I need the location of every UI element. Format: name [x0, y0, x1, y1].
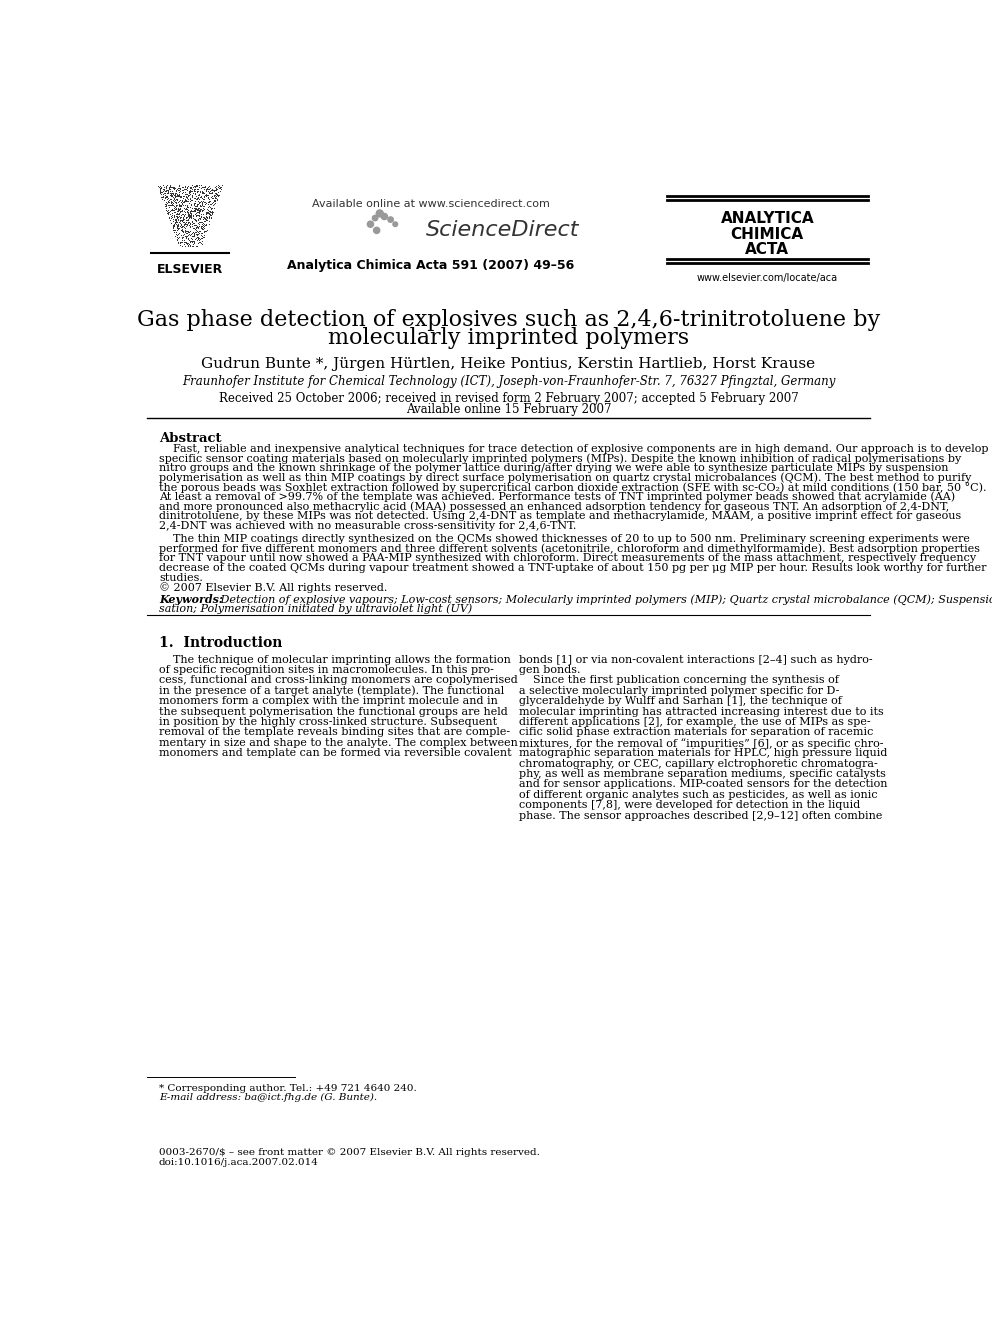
Text: studies.: studies.	[159, 573, 202, 582]
Circle shape	[367, 221, 374, 228]
Text: dinitrotoluene, by these MIPs was not detected. Using 2,4-DNT as template and me: dinitrotoluene, by these MIPs was not de…	[159, 511, 961, 521]
Text: chromatography, or CEC, capillary elctrophoretic chromatogra-: chromatography, or CEC, capillary elctro…	[519, 758, 878, 769]
Text: Detection of explosive vapours; Low-cost sensors; Molecularly imprinted polymers: Detection of explosive vapours; Low-cost…	[217, 594, 992, 605]
Text: for TNT vapour until now showed a PAA-MIP synthesized with chloroform. Direct me: for TNT vapour until now showed a PAA-MI…	[159, 553, 976, 564]
Text: performed for five different monomers and three different solvents (acetonitrile: performed for five different monomers an…	[159, 544, 980, 554]
Text: monomers and template can be formed via reversible covalent: monomers and template can be formed via …	[159, 749, 512, 758]
Text: Available online 15 February 2007: Available online 15 February 2007	[406, 402, 611, 415]
Text: nitro groups and the known shrinkage of the polymer lattice during/after drying : nitro groups and the known shrinkage of …	[159, 463, 948, 472]
Text: and for sensor applications. MIP-coated sensors for the detection: and for sensor applications. MIP-coated …	[519, 779, 888, 790]
Text: phy, as well as membrane separation mediums, specific catalysts: phy, as well as membrane separation medi…	[519, 769, 886, 779]
Circle shape	[372, 216, 378, 221]
Text: ACTA: ACTA	[745, 242, 790, 257]
Text: Keywords:: Keywords:	[159, 594, 227, 605]
Text: Fraunhofer Institute for Chemical Technology (ICT), Joseph-von-Fraunhofer-Str. 7: Fraunhofer Institute for Chemical Techno…	[182, 376, 835, 388]
Text: decrease of the coated QCMs during vapour treatment showed a TNT-uptake of about: decrease of the coated QCMs during vapou…	[159, 564, 986, 573]
Text: mentary in size and shape to the analyte. The complex between: mentary in size and shape to the analyte…	[159, 738, 518, 747]
Text: ANALYTICA: ANALYTICA	[720, 212, 814, 226]
Circle shape	[376, 210, 383, 217]
Circle shape	[374, 228, 380, 233]
Text: in position by the highly cross-linked structure. Subsequent: in position by the highly cross-linked s…	[159, 717, 497, 728]
Text: molecularly imprinted polymers: molecularly imprinted polymers	[327, 327, 689, 349]
Text: bonds [1] or via non-covalent interactions [2–4] such as hydro-: bonds [1] or via non-covalent interactio…	[519, 655, 873, 664]
Text: the subsequent polymerisation the functional groups are held: the subsequent polymerisation the functi…	[159, 706, 508, 717]
Text: monomers form a complex with the imprint molecule and in: monomers form a complex with the imprint…	[159, 696, 498, 706]
Text: removal of the template reveals binding sites that are comple-: removal of the template reveals binding …	[159, 728, 510, 737]
Text: components [7,8], were developed for detection in the liquid: components [7,8], were developed for det…	[519, 800, 860, 810]
Text: Gas phase detection of explosives such as 2,4,6-trinitrotoluene by: Gas phase detection of explosives such a…	[137, 308, 880, 331]
Text: polymerisation as well as thin MIP coatings by direct surface polymerisation on : polymerisation as well as thin MIP coati…	[159, 472, 971, 483]
Text: ELSEVIER: ELSEVIER	[157, 263, 223, 275]
Text: CHIMICA: CHIMICA	[731, 226, 804, 242]
Text: Since the first publication concerning the synthesis of: Since the first publication concerning t…	[519, 676, 839, 685]
Circle shape	[388, 217, 393, 222]
Text: www.elsevier.com/locate/aca: www.elsevier.com/locate/aca	[696, 273, 838, 283]
Text: glyceraldehyde by Wulff and Sarhan [1], the technique of: glyceraldehyde by Wulff and Sarhan [1], …	[519, 696, 842, 706]
Text: At least a removal of >99.7% of the template was achieved. Performance tests of : At least a removal of >99.7% of the temp…	[159, 492, 955, 503]
Text: the porous beads was Soxhlet extraction followed by supercritical carbon dioxide: the porous beads was Soxhlet extraction …	[159, 482, 986, 493]
Text: sation; Polymerisation initiated by ultraviolet light (UV): sation; Polymerisation initiated by ultr…	[159, 603, 472, 614]
Circle shape	[381, 213, 388, 220]
Text: doi:10.1016/j.aca.2007.02.014: doi:10.1016/j.aca.2007.02.014	[159, 1158, 318, 1167]
Text: E-mail address: ba@ict.fhg.de (G. Bunte).: E-mail address: ba@ict.fhg.de (G. Bunte)…	[159, 1093, 377, 1102]
Text: phase. The sensor approaches described [2,9–12] often combine: phase. The sensor approaches described […	[519, 811, 883, 820]
Text: matographic separation materials for HPLC, high pressure liquid: matographic separation materials for HPL…	[519, 749, 888, 758]
Text: molecular imprinting has attracted increasing interest due to its: molecular imprinting has attracted incre…	[519, 706, 884, 717]
Text: of different organic analytes such as pesticides, as well as ionic: of different organic analytes such as pe…	[519, 790, 878, 800]
Text: cess, functional and cross-linking monomers are copolymerised: cess, functional and cross-linking monom…	[159, 676, 518, 685]
Text: The thin MIP coatings directly synthesized on the QCMs showed thicknesses of 20 : The thin MIP coatings directly synthesiz…	[159, 534, 970, 544]
Text: © 2007 Elsevier B.V. All rights reserved.: © 2007 Elsevier B.V. All rights reserved…	[159, 582, 387, 593]
Text: Analytica Chimica Acta 591 (2007) 49–56: Analytica Chimica Acta 591 (2007) 49–56	[288, 259, 574, 271]
Text: in the presence of a target analyte (template). The functional: in the presence of a target analyte (tem…	[159, 685, 504, 696]
Text: Gudrun Bunte *, Jürgen Hürtlen, Heike Pontius, Kerstin Hartlieb, Horst Krause: Gudrun Bunte *, Jürgen Hürtlen, Heike Po…	[201, 357, 815, 370]
Circle shape	[393, 222, 398, 226]
Text: cific solid phase extraction materials for separation of racemic: cific solid phase extraction materials f…	[519, 728, 874, 737]
Text: ScienceDirect: ScienceDirect	[427, 221, 579, 241]
Text: Abstract: Abstract	[159, 433, 221, 445]
Text: The technique of molecular imprinting allows the formation: The technique of molecular imprinting al…	[159, 655, 511, 664]
Text: a selective molecularly imprinted polymer specific for D-: a selective molecularly imprinted polyme…	[519, 685, 839, 696]
Text: and more pronounced also methacrylic acid (MAA) possessed an enhanced adsorption: and more pronounced also methacrylic aci…	[159, 501, 949, 512]
Text: of specific recognition sites in macromolecules. In this pro-: of specific recognition sites in macromo…	[159, 665, 494, 675]
Text: 1.  Introduction: 1. Introduction	[159, 636, 283, 650]
Text: specific sensor coating materials based on molecularly imprinted polymers (MIPs): specific sensor coating materials based …	[159, 454, 961, 464]
Text: Available online at www.sciencedirect.com: Available online at www.sciencedirect.co…	[311, 198, 550, 209]
Text: 2,4-DNT was achieved with no measurable cross-sensitivity for 2,4,6-TNT.: 2,4-DNT was achieved with no measurable …	[159, 521, 576, 531]
Text: 0003-2670/$ – see front matter © 2007 Elsevier B.V. All rights reserved.: 0003-2670/$ – see front matter © 2007 El…	[159, 1148, 540, 1158]
Text: different applications [2], for example, the use of MIPs as spe-: different applications [2], for example,…	[519, 717, 871, 728]
Text: mixtures, for the removal of “impurities” [6], or as specific chro-: mixtures, for the removal of “impurities…	[519, 738, 884, 749]
Text: * Corresponding author. Tel.: +49 721 4640 240.: * Corresponding author. Tel.: +49 721 46…	[159, 1084, 417, 1093]
Text: Received 25 October 2006; received in revised form 2 February 2007; accepted 5 F: Received 25 October 2006; received in re…	[218, 392, 799, 405]
Text: Fast, reliable and inexpensive analytical techniques for trace detection of expl: Fast, reliable and inexpensive analytica…	[159, 443, 988, 454]
Text: gen bonds.: gen bonds.	[519, 665, 580, 675]
